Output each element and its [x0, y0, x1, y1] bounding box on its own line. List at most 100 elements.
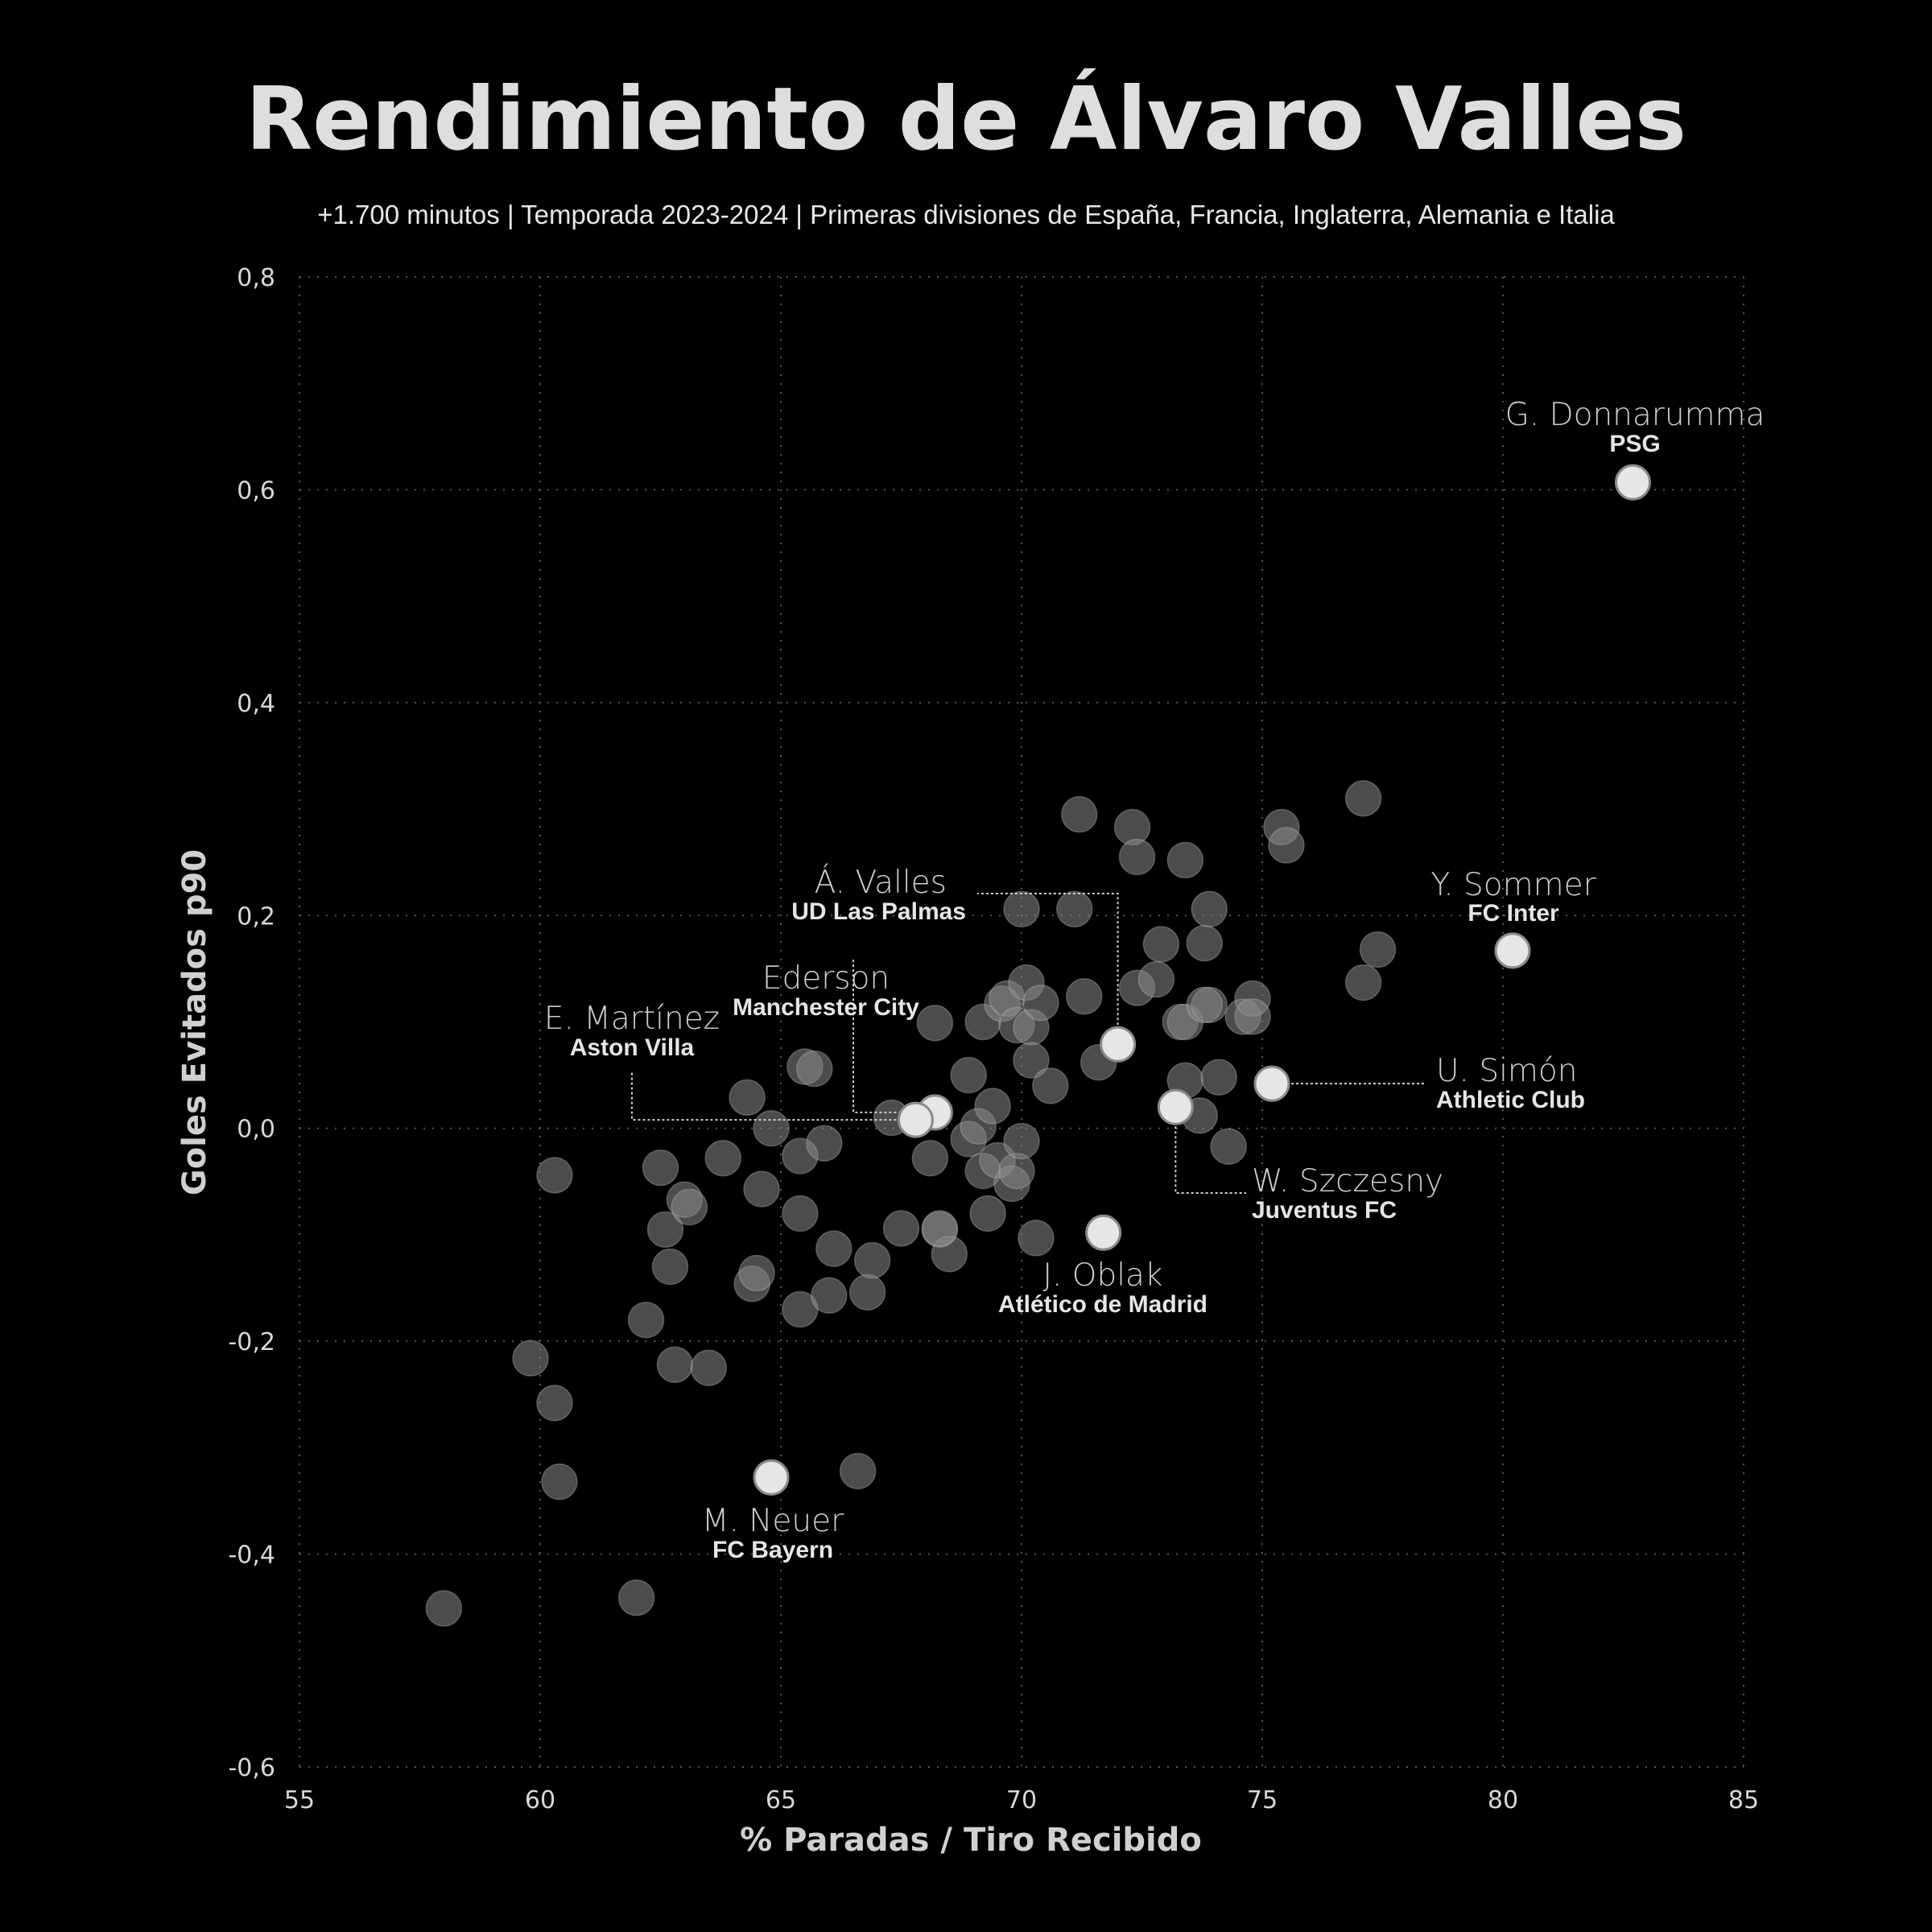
player-4-name: Á. Valles [815, 863, 947, 901]
data-point [729, 1079, 766, 1117]
data-point [646, 1211, 684, 1249]
data-point [1210, 1128, 1247, 1165]
data-point [1137, 960, 1175, 998]
data-point [1234, 998, 1271, 1035]
data-point [425, 1590, 463, 1627]
data-point [1166, 841, 1204, 879]
player-2-name: U. Simón [1436, 1053, 1578, 1089]
player-8-highlight-point [753, 1459, 790, 1496]
player-3-highlight-point [1157, 1088, 1194, 1125]
y-tick-label: 0,6 [237, 477, 275, 505]
data-point [738, 1254, 775, 1292]
player-5-highlight-point [1085, 1214, 1122, 1251]
highlighted-points [753, 464, 1651, 1496]
y-tick-label: 0,8 [237, 264, 275, 292]
data-point [1344, 964, 1382, 1001]
data-point [839, 1452, 877, 1490]
player-6-connector [852, 958, 935, 1113]
data-point [743, 1170, 780, 1208]
y-axis-label: Goles Evitados p90 [176, 849, 213, 1195]
label-connectors [631, 893, 1425, 1194]
y-tick-label: -0,4 [228, 1542, 275, 1570]
chart-subtitle: +1.700 minutos | Temporada 2023-2024 | P… [317, 200, 1615, 229]
x-tick-label: 85 [1728, 1786, 1759, 1814]
player-2-team: Athletic Club [1436, 1087, 1585, 1113]
data-point [1061, 795, 1098, 833]
data-point [1056, 890, 1093, 928]
x-tick-label: 70 [1006, 1786, 1037, 1814]
player-7-name: E. Martínez [544, 1001, 720, 1037]
data-point [796, 1050, 833, 1088]
x-tick-label: 75 [1247, 1786, 1278, 1814]
x-tick-label: 60 [525, 1786, 555, 1814]
y-tick-label: 0,2 [237, 902, 275, 931]
x-tick-label: 65 [766, 1786, 796, 1814]
player-3-name: W. Szczesny [1252, 1163, 1443, 1199]
data-point [974, 1088, 1011, 1125]
data-point [690, 1349, 728, 1386]
data-point [1191, 890, 1228, 928]
data-point [671, 1188, 708, 1226]
data-point [627, 1301, 665, 1339]
data-point [782, 1290, 819, 1328]
data-point [811, 1277, 848, 1315]
y-tick-label: -0,6 [228, 1754, 275, 1782]
data-point [1268, 827, 1305, 864]
data-point [882, 1210, 920, 1247]
player-3-team: Juventus FC [1252, 1197, 1397, 1224]
data-point [1018, 1220, 1055, 1257]
data-point [806, 1125, 843, 1162]
data-point [1200, 1059, 1237, 1096]
data-point [815, 1230, 852, 1267]
data-point [1032, 1067, 1069, 1104]
data-point [536, 1385, 573, 1422]
data-point [1003, 890, 1040, 928]
data-point [704, 1139, 741, 1177]
player-7-team: Aston Villa [570, 1034, 695, 1061]
data-point [541, 1463, 578, 1501]
player-0-team: PSG [1609, 431, 1660, 457]
player-5-name: J. Oblak [1042, 1257, 1162, 1294]
chart-title: Rendimiento de Álvaro Valles [246, 68, 1686, 170]
data-point [512, 1340, 549, 1377]
data-point [1344, 780, 1382, 817]
data-point [911, 1139, 949, 1177]
data-point [642, 1149, 679, 1187]
y-tick-label: 0,0 [237, 1116, 275, 1144]
data-point [656, 1346, 694, 1383]
data-point [969, 1195, 1006, 1232]
data-point [617, 1579, 655, 1616]
data-point [916, 1005, 954, 1042]
data-point [1118, 838, 1156, 876]
player-1-highlight-point [1494, 932, 1531, 969]
player-6-team: Manchester City [733, 994, 919, 1021]
data-point [1065, 978, 1103, 1015]
x-axis-label: % Paradas / Tiro Recibido [740, 1822, 1202, 1859]
player-6-name: Ederson [762, 960, 890, 997]
data-point [1013, 1042, 1050, 1079]
player-7-highlight-point [897, 1101, 934, 1138]
data-point [1022, 984, 1059, 1022]
player-0-highlight-point [1614, 464, 1651, 501]
player-5-team: Atlético de Madrid [998, 1291, 1208, 1318]
data-point [1186, 986, 1223, 1024]
axis-ticks: 55 60 65 70 75 80 85 -0,6 -0,4 -0,2 0,0 0,2 0,4 0,6 0,… [228, 264, 1759, 1814]
data-point [1186, 924, 1223, 962]
player-4-highlight-point [1100, 1026, 1137, 1063]
player-4-connector [977, 893, 1119, 1045]
y-tick-label: -0,2 [228, 1328, 275, 1356]
y-tick-label: 0,4 [237, 690, 275, 718]
data-point [848, 1274, 886, 1311]
x-tick-label: 55 [284, 1786, 315, 1814]
data-point [1003, 1122, 1040, 1160]
data-point [536, 1157, 573, 1194]
data-point [651, 1248, 689, 1286]
player-8-team: FC Bayern [712, 1537, 833, 1563]
data-point [853, 1241, 891, 1279]
data-point [921, 1210, 959, 1247]
player-0-name: G. Donnarumma [1505, 397, 1765, 433]
data-point [950, 1056, 987, 1094]
